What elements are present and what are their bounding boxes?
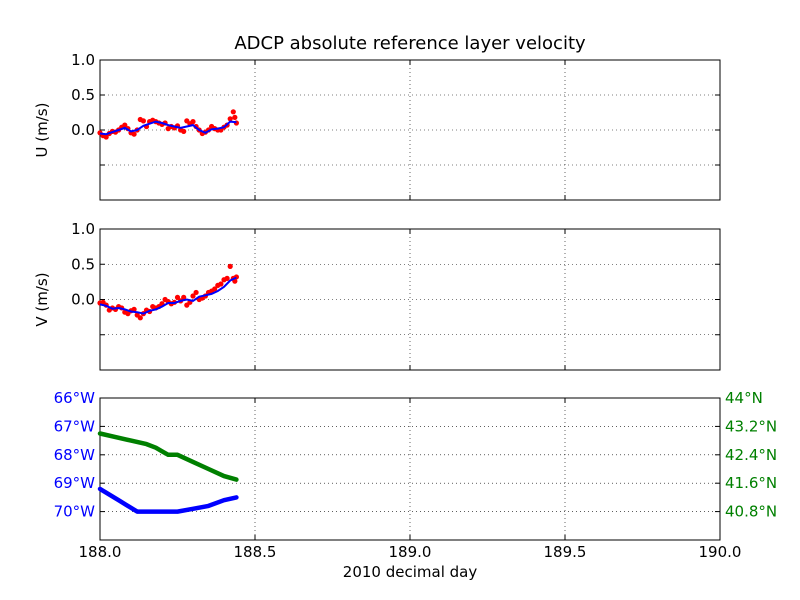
v-data-point — [131, 306, 137, 312]
v-smoothed-line — [99, 276, 237, 315]
v-data-point — [181, 294, 187, 300]
u-data-point — [122, 122, 128, 128]
v-data-point — [137, 315, 143, 321]
figure-title: ADCP absolute reference layer velocity — [234, 33, 586, 54]
v-y-tick-label: 1.0 — [71, 220, 95, 238]
latitude-tick-label: 44°N — [725, 389, 763, 407]
u-data-point — [140, 118, 146, 124]
longitude-tick-label: 70°W — [54, 503, 96, 521]
latitude-line — [97, 431, 239, 482]
u-y-tick-label: 0.5 — [71, 86, 95, 104]
position-x-tick-label: 189.5 — [544, 543, 587, 561]
longitude-line — [97, 486, 239, 514]
longitude-tick-label: 67°W — [54, 417, 96, 435]
v-data-point — [193, 289, 199, 296]
v-data-point — [190, 293, 196, 299]
u-y-tick-label: 1.0 — [71, 51, 95, 69]
longitude-tick-label: 66°W — [54, 389, 96, 407]
u-data-point — [230, 109, 236, 115]
position-x-tick-label: 189.0 — [389, 543, 432, 561]
latitude-tick-label: 42.4°N — [725, 446, 777, 464]
position-x-tick-label: 190.0 — [699, 543, 742, 561]
v-data-point — [174, 294, 181, 300]
latitude-tick-label: 43.2°N — [725, 417, 777, 435]
v-data-point — [227, 263, 233, 269]
u-smoothed-line — [99, 120, 237, 136]
u-data-point — [232, 114, 238, 120]
u-data-point — [190, 119, 196, 125]
v-y-tick-label: 0.5 — [71, 255, 95, 273]
longitude-tick-label: 69°W — [54, 474, 96, 492]
v-data-point — [212, 286, 218, 292]
longitude-tick-label: 68°W — [54, 446, 96, 464]
u-data-point — [103, 134, 109, 140]
v-data-point — [224, 275, 230, 281]
x-axis-label: 2010 decimal day — [343, 563, 478, 581]
u-y-tick-label: 0.0 — [71, 121, 95, 139]
u-data-point — [181, 128, 187, 134]
v-y-axis-label: V (m/s) — [33, 272, 51, 326]
v-y-tick-label: 0.0 — [71, 291, 95, 309]
latitude-tick-label: 41.6°N — [725, 474, 777, 492]
latitude-tick-label: 40.8°N — [725, 503, 777, 521]
v-velocity-panel: 0.0 0.5 1.0 V (m/s) — [33, 220, 721, 371]
v-data-point — [218, 281, 224, 287]
u-velocity-panel: 0.0 0.5 1.0 U (m/s) — [33, 51, 721, 201]
u-y-axis-label: U (m/s) — [33, 103, 51, 158]
position-x-tick-label: 188.5 — [234, 543, 277, 561]
u-data-point — [131, 131, 137, 137]
u-data-point — [227, 116, 233, 122]
position-x-tick-label: 188.0 — [79, 543, 122, 561]
position-panel: 188.0 188.5 189.0 189.5 190.0 66°W 67°W 68°W 69°… — [54, 389, 778, 561]
